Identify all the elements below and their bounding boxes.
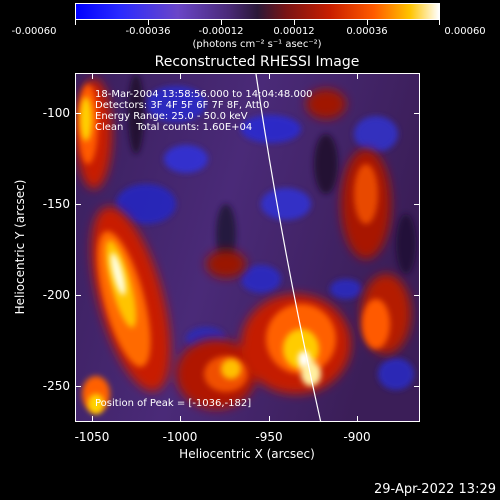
y-axis-title: Heliocentric Y (arcsec) xyxy=(13,179,27,315)
colorbar-units: (photons cm⁻² s⁻¹ asec⁻²) xyxy=(192,39,322,50)
y-tick xyxy=(75,204,81,205)
y-tick-label: -250 xyxy=(42,379,70,393)
y-tick xyxy=(75,295,81,296)
x-tick-label: -1000 xyxy=(162,430,198,444)
colorbar-tick xyxy=(367,20,368,25)
y-tick xyxy=(75,386,81,387)
x-tick xyxy=(92,416,93,422)
rhessi-image-plot xyxy=(75,73,420,422)
x-tick xyxy=(180,416,181,422)
x-tick xyxy=(92,73,93,79)
solar-limb-line xyxy=(255,74,322,421)
colorbar-tick xyxy=(148,20,149,25)
colorbar-label: 0.00060 xyxy=(444,26,486,37)
y-tick-label: -200 xyxy=(42,288,70,302)
colorbar-tick xyxy=(439,20,440,25)
x-tick-label: -1050 xyxy=(74,430,110,444)
x-tick-label: -900 xyxy=(343,430,371,444)
y-tick xyxy=(414,295,420,296)
y-tick xyxy=(414,113,420,114)
y-tick xyxy=(414,386,420,387)
x-tick xyxy=(357,416,358,422)
image-title: Reconstructed RHESSI Image xyxy=(154,54,360,70)
annotation-detectors: Detectors: 3F 4F 5F 6F 7F 8F, Att 0 xyxy=(95,100,270,111)
x-tick xyxy=(269,416,270,422)
colorbar-label: 0.00012 xyxy=(273,26,315,37)
colorbar-label: -0.00060 xyxy=(11,26,57,37)
rhessi-image xyxy=(76,74,419,421)
x-tick xyxy=(180,73,181,79)
annotation-peak: Position of Peak = [-1036,-182] xyxy=(95,398,252,409)
colorbar-tick xyxy=(221,20,222,25)
y-tick-label: -100 xyxy=(42,106,70,120)
annotation-time: 18-Mar-2004 13:58:56.000 to 14:04:48.000 xyxy=(95,89,313,100)
colorbar-label: -0.00036 xyxy=(125,26,171,37)
y-tick xyxy=(75,113,81,114)
x-tick-label: -950 xyxy=(255,430,283,444)
y-tick xyxy=(414,204,420,205)
colorbar-tick xyxy=(75,20,76,25)
colorbar-label: 0.00036 xyxy=(346,26,388,37)
colorbar xyxy=(75,3,440,20)
x-tick xyxy=(269,73,270,79)
annotation-energy: Energy Range: 25.0 - 50.0 keV xyxy=(95,111,248,122)
colorbar-tick xyxy=(294,20,295,25)
y-tick-label: -150 xyxy=(42,197,70,211)
timestamp: 29-Apr-2022 13:29 xyxy=(374,482,496,497)
x-tick xyxy=(357,73,358,79)
x-axis-title: Heliocentric X (arcsec) xyxy=(179,447,315,461)
colorbar-label: -0.00012 xyxy=(198,26,244,37)
annotation-method: Clean Total counts: 1.60E+04 xyxy=(95,122,253,133)
